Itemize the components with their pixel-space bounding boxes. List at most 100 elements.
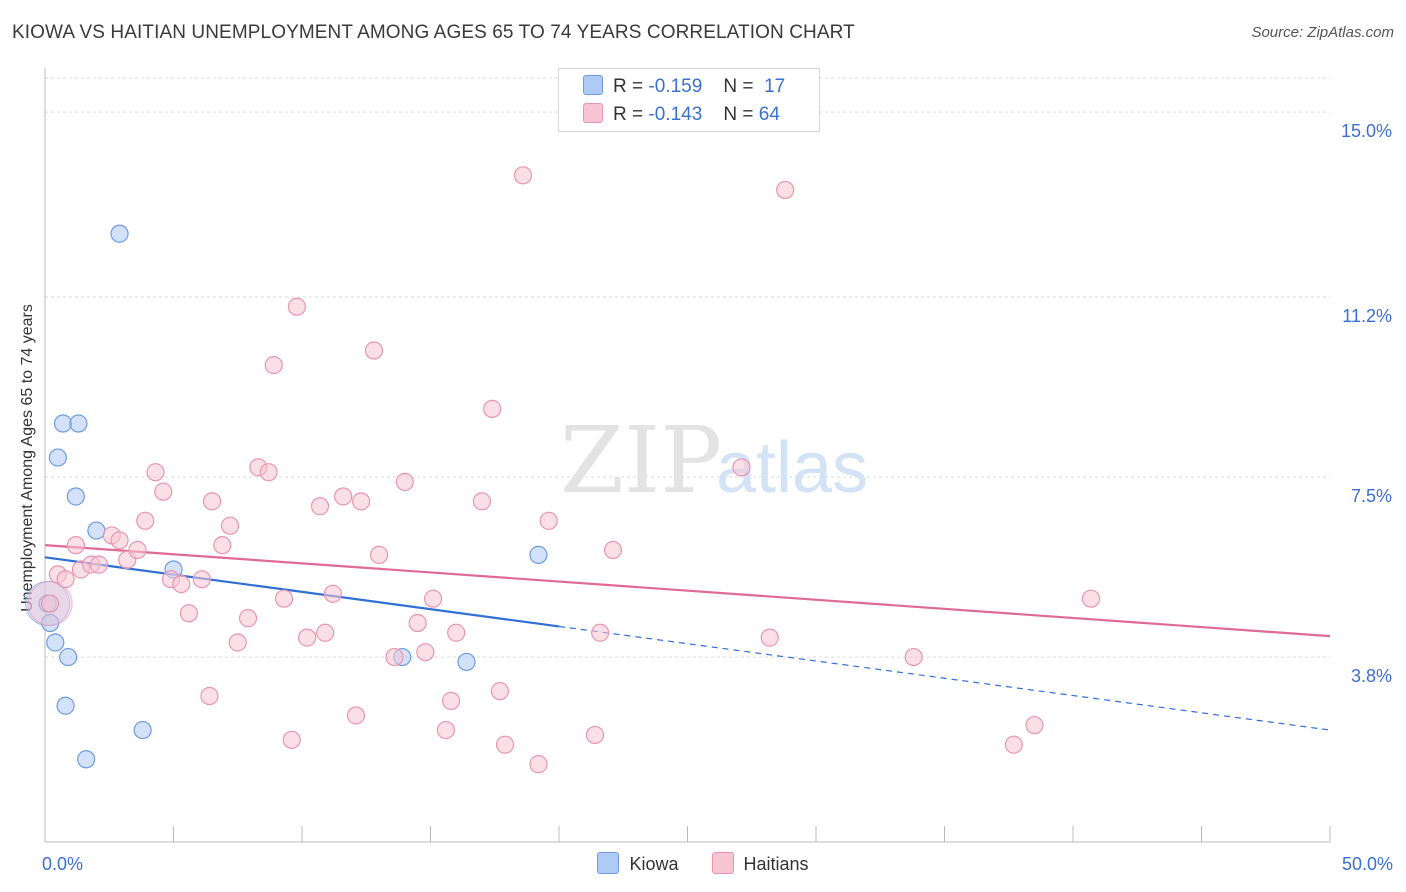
haitian-point [89,555,109,574]
haitian-point [364,341,384,360]
haitian-point [220,516,240,535]
kiowa-point [110,224,129,243]
grid-lines [45,77,1330,658]
legend-label: Kiowa [629,854,679,874]
data-points [25,166,1101,774]
haitian-point [238,609,258,628]
r-label: R = [613,76,644,97]
n-value: 17 [764,76,786,97]
haitian-point [904,647,923,667]
haitian-point [352,492,371,511]
tick-labels: 3.8% 7.5% 11.2% 15.0% 0.0% 50.0% [42,121,1393,874]
haitian-point [228,633,247,652]
haitian-point [56,570,75,589]
haitian-point [591,623,610,642]
haitian-point [310,497,330,516]
haitian-point [472,492,491,511]
r-label: R = [613,104,644,125]
kiowa-point [133,720,152,740]
watermark-zip: ZIP [560,407,722,514]
haitian-point [154,482,173,501]
legend-item-haitians: Haitians [711,852,809,875]
haitian-point [441,691,461,710]
haitian-point [385,647,404,667]
haitians-trend-line [44,544,1331,638]
haitian-point [585,725,605,745]
x-tick-label: 50.0% [1342,854,1393,874]
haitian-point [316,623,335,642]
legend-label: Haitians [743,854,809,874]
legend-row-haitians: R = -0.143 N = 64 [583,103,780,127]
kiowa-point [48,448,67,467]
y-tick-label: 15.0% [1341,121,1392,141]
haitian-point [603,540,623,560]
n-label: N = [723,76,754,97]
haitian-point [66,536,85,555]
haitian-point [202,492,222,511]
source-label: Source: ZipAtlas.com [1251,24,1394,41]
haitian-point [136,511,155,530]
haitian-point [1004,735,1023,754]
y-tick-label: 7.5% [1351,486,1392,506]
haitian-point [395,472,414,491]
r-value: -0.159 [648,76,703,97]
haitian-point [513,166,533,185]
haitian-point [370,545,389,564]
kiowa-point [87,521,106,540]
haitian-point [436,720,456,740]
n-value: 64 [758,104,780,125]
watermark: ZIP atlas [560,407,868,514]
n-label: N = [723,104,754,125]
kiowa-point [457,652,476,672]
haitian-point [274,589,294,608]
chart-title: KIOWA VS HAITIAN UNEMPLOYMENT AMONG AGES… [12,22,855,43]
haitian-point [495,735,515,754]
kiowa-point [53,414,73,433]
y-tick-label: 11.2% [1342,306,1392,326]
r-value: -0.143 [648,104,703,125]
haitian-point [1025,716,1044,735]
haitian-point [490,682,509,701]
kiowa-trend-extension [558,625,1331,731]
haitian-point [529,755,548,774]
haitian-point [323,584,342,603]
haitians-swatch [711,852,734,874]
haitian-point [200,686,219,706]
legend-row-kiowa: R = -0.159 N = 17 [583,75,785,99]
haitian-point [408,613,427,633]
haitian-point [259,463,278,482]
haitian-point [416,643,435,662]
legend-item-kiowa: Kiowa [597,852,678,875]
correlation-legend: R = -0.159 N = 17 R = -0.143 N = 64 [558,68,820,132]
haitian-point [128,540,147,560]
kiowa-point [59,647,78,667]
haitian-point [334,487,353,506]
haitian-point [1081,589,1101,608]
haitian-point [287,297,306,316]
kiowa-trend-line [44,556,560,628]
haitians-swatch [583,103,603,123]
haitian-point [298,628,317,647]
haitian-point [179,604,199,623]
haitian-point [423,589,443,608]
haitian-point [483,399,502,419]
kiowa-point [41,613,60,633]
y-tick-label: 3.8% [1351,666,1392,686]
haitian-point [447,623,466,642]
haitian-point [264,356,283,375]
kiowa-swatch [583,75,603,95]
kiowa-swatch [597,852,620,874]
haitian-point [192,570,211,589]
kiowa-point [69,414,88,433]
haitian-point [213,536,232,555]
kiowa-point [56,696,75,715]
series-legend: Kiowa Haitians [0,852,1406,875]
haitian-point [282,730,301,749]
axes [44,68,1331,843]
haitian-point [732,458,751,477]
trend-lines [44,544,1331,731]
kiowa-point [77,750,96,769]
haitian-point [172,574,191,594]
haitian-point [146,463,165,482]
haitian-point [776,180,795,200]
